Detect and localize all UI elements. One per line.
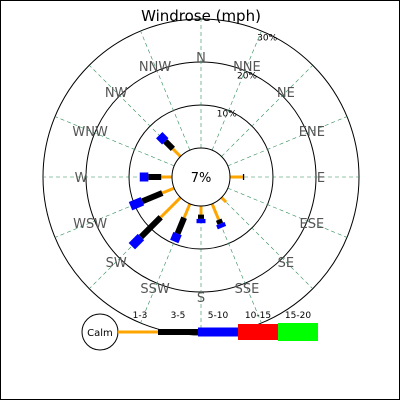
petal-ssw-3-5 [174, 216, 187, 235]
direction-label-w: W [75, 171, 88, 186]
spoke-ne [221, 65, 313, 157]
direction-label-nnw: NNW [139, 60, 171, 75]
petal-sw-1-3 [159, 196, 182, 219]
petal-sse-1-3 [210, 203, 221, 221]
direction-label-nw: NW [105, 86, 128, 101]
spoke-wnw [54, 116, 175, 167]
petal-wsw-1-3 [161, 186, 175, 195]
petal-se-1-3 [220, 196, 228, 204]
direction-label-ene: ENE [299, 125, 325, 140]
spoke-se [221, 197, 313, 289]
calm-circle [171, 147, 231, 207]
spoke-nne [211, 30, 262, 151]
petal-wsw-3-5 [141, 190, 164, 205]
direction-label-sw: SW [106, 256, 127, 271]
chart-title: Windrose (mph) [141, 7, 261, 25]
direction-label-n: N [196, 51, 206, 66]
calm-circle-group: 7% [171, 147, 231, 207]
legend-label-10-15: 10-15 [245, 311, 271, 321]
petal-nw-1-3 [171, 147, 182, 158]
legend-label-15-20: 15-20 [285, 311, 311, 321]
legend-swatch-10-15 [238, 324, 278, 340]
petal-nw-3-5 [163, 139, 176, 152]
petal-sw-3-5 [138, 215, 163, 240]
direction-label-se: SE [278, 256, 294, 271]
petal-sse-3-5 [215, 218, 224, 225]
legend-swatch-5-10 [198, 327, 238, 337]
spoke-ene [227, 116, 348, 167]
legend-label-1-3: 1-3 [133, 311, 148, 321]
legend-swatch-15-20 [278, 323, 318, 341]
direction-label-ssw: SSW [140, 282, 170, 297]
petal-wsw-5-10 [128, 197, 145, 211]
legend-calm-label: Calm [87, 328, 113, 339]
calm-percentage: 7% [191, 171, 212, 186]
legend-swatch-3-5 [158, 329, 198, 335]
petal-sse-5-10 [216, 221, 227, 230]
legend: Calm 1-3 3-5 5-10 10-15 15-20 [81, 311, 318, 351]
spoke-ese [227, 187, 348, 238]
petal-ssw-5-10 [170, 231, 182, 244]
direction-label-e: E [317, 171, 325, 186]
direction-labels: 10% 20% 30% N NNE NE ENE E ESE SE SSE S SSW SW WSW W WNW… [72, 33, 325, 306]
direction-label-sse: SSE [235, 282, 260, 297]
legend-label-3-5: 3-5 [171, 311, 186, 321]
direction-label-ne: NE [277, 86, 295, 101]
petals [128, 132, 245, 250]
direction-label-ese: ESE [300, 217, 325, 232]
direction-label-wsw: WSW [73, 217, 107, 232]
legend-swatch-1-3 [118, 330, 158, 334]
direction-label-wnw: WNW [72, 125, 108, 140]
petal-ssw-1-3 [182, 203, 192, 219]
legend-label-5-10: 5-10 [208, 311, 229, 321]
petal-sw-5-10 [128, 233, 145, 250]
ring-label-20: 20% [237, 71, 257, 81]
direction-label-s: S [197, 291, 205, 306]
ring-label-10: 10% [217, 109, 237, 119]
direction-label-nne: NNE [233, 60, 261, 75]
petal-nw-5-10 [156, 132, 169, 145]
ring-label-30: 30% [257, 33, 277, 43]
spoke-nnw [140, 30, 191, 151]
